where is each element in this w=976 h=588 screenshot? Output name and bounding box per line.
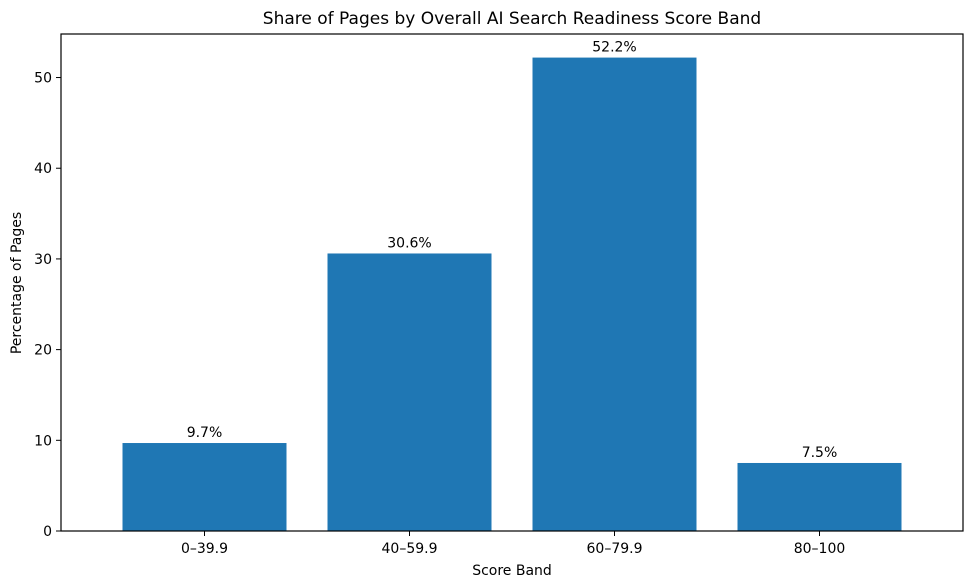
y-tick-label-0: 0 bbox=[43, 524, 52, 540]
y-tick-label-4: 40 bbox=[34, 161, 52, 177]
bar-1 bbox=[327, 253, 492, 532]
bar-value-label-3: 7.5% bbox=[802, 445, 838, 461]
y-tick-label-2: 20 bbox=[34, 343, 52, 359]
y-tick-label-1: 10 bbox=[34, 433, 52, 449]
x-axis-label: Score Band bbox=[472, 563, 552, 579]
y-axis-label: Percentage of Pages bbox=[9, 212, 25, 354]
bar-value-label-2: 52.2% bbox=[592, 40, 636, 56]
bar-3 bbox=[737, 462, 902, 531]
bar-value-label-1: 30.6% bbox=[387, 235, 431, 251]
plot-frame bbox=[60, 33, 964, 532]
x-tick-label-2: 60–79.9 bbox=[587, 541, 643, 557]
bars-group bbox=[122, 57, 902, 532]
x-tick-label-0: 0–39.9 bbox=[181, 541, 228, 557]
x-tick-label-1: 40–59.9 bbox=[382, 541, 438, 557]
x-axis: 0–39.9 40–59.9 60–79.9 80–100 bbox=[181, 531, 845, 557]
bar-value-label-0: 9.7% bbox=[187, 425, 223, 441]
data-labels-group: 9.7% 30.6% 52.2% 7.5% bbox=[187, 40, 838, 461]
y-tick-label-3: 30 bbox=[34, 252, 52, 268]
bar-0 bbox=[122, 443, 287, 531]
y-tick-label-5: 50 bbox=[34, 71, 52, 87]
chart-title: Share of Pages by Overall AI Search Read… bbox=[263, 9, 761, 29]
y-axis: 0 10 20 30 40 50 bbox=[34, 71, 61, 540]
x-tick-label-3: 80–100 bbox=[794, 541, 846, 557]
bar-2 bbox=[532, 57, 697, 531]
